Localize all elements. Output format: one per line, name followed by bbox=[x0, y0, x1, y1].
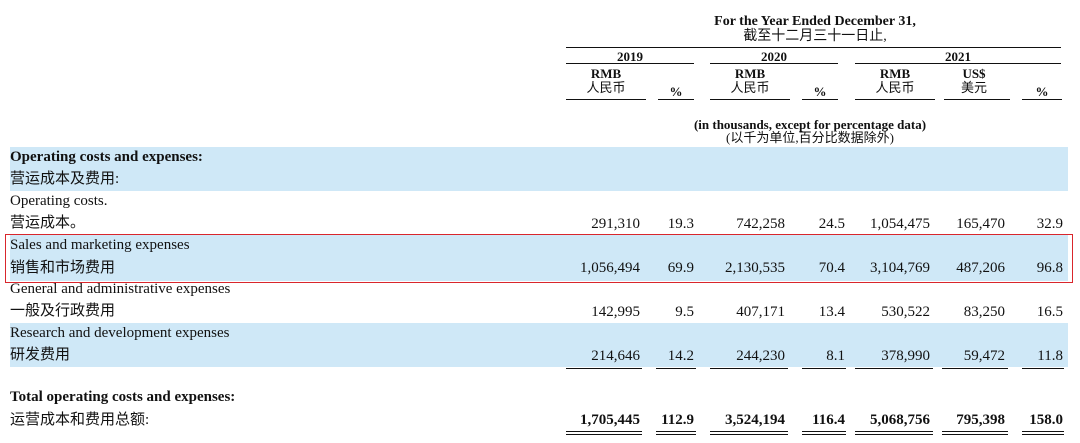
col-rule bbox=[1022, 99, 1062, 100]
col-rule bbox=[566, 99, 646, 100]
cell-rmb-2020: 2,130,535 bbox=[725, 260, 785, 276]
cell-rmb-2021: 1,054,475 bbox=[870, 216, 930, 232]
period-heading-zh: 截至十二月三十一日止, bbox=[743, 29, 887, 44]
cell-pct-2019: 69.9 bbox=[667, 260, 694, 276]
total-usd-2021: 795,398 bbox=[956, 412, 1005, 428]
total-double-rule bbox=[566, 431, 642, 435]
cell-usd-2021: 487,206 bbox=[956, 260, 1005, 276]
cell-rmb-2019: 142,995 bbox=[591, 304, 640, 320]
col-rule bbox=[944, 99, 1010, 100]
cell-pct-2019: 19.3 bbox=[667, 216, 694, 232]
cell-usd-2021: 165,470 bbox=[956, 216, 1005, 232]
cell-rmb-2019: 214,646 bbox=[591, 348, 640, 364]
total-label-zh: 运营成本和费用总额: bbox=[10, 412, 150, 428]
row-label-zh: 研发费用 bbox=[10, 347, 71, 363]
total-pct-2019: 112.9 bbox=[661, 412, 694, 428]
section-heading-zh: 营运成本及费用: bbox=[10, 171, 120, 187]
period-heading: For the Year Ended December 31, bbox=[714, 14, 916, 29]
cell-rmb-2020: 244,230 bbox=[736, 348, 785, 364]
cell-rmb-2021: 530,522 bbox=[881, 304, 930, 320]
cell-pct-2019: 14.2 bbox=[667, 348, 694, 364]
subtotal-rule bbox=[942, 368, 1008, 372]
total-label: Total operating costs and expenses: bbox=[10, 389, 236, 405]
subtotal-rule bbox=[855, 368, 933, 372]
subtotal-rule bbox=[802, 368, 846, 372]
row-label-zh: 营运成本。 bbox=[10, 215, 86, 231]
currency-rmb-2019: RMB 人民币 bbox=[586, 66, 626, 95]
units-note: (in thousands, except for percentage dat… bbox=[693, 117, 927, 145]
header-rule bbox=[566, 47, 1061, 48]
total-rmb-2019: 1,705,445 bbox=[580, 412, 640, 428]
cell-usd-2021: 59,472 bbox=[963, 348, 1005, 364]
year-rule-2019 bbox=[566, 63, 694, 64]
cell-pct-2021: 96.8 bbox=[1036, 260, 1063, 276]
cell-rmb-2020: 742,258 bbox=[736, 216, 785, 232]
cell-pct-2021: 11.8 bbox=[1037, 348, 1063, 364]
cell-rmb-2021: 3,104,769 bbox=[870, 260, 930, 276]
year-2021: 2021 bbox=[945, 49, 971, 64]
total-double-rule bbox=[656, 431, 696, 435]
currency-usd-2021: US$ 美元 bbox=[960, 66, 987, 95]
highlight-box bbox=[5, 234, 1073, 283]
year-rule-2021 bbox=[855, 63, 1061, 64]
row-label-zh: 一般及行政费用 bbox=[10, 303, 116, 319]
total-pct-2020: 116.4 bbox=[812, 412, 845, 428]
row-label: Operating costs. bbox=[10, 193, 108, 209]
percent-2020: % bbox=[813, 84, 827, 99]
subtotal-rule bbox=[710, 368, 788, 372]
total-double-rule bbox=[1022, 431, 1064, 435]
total-double-rule bbox=[802, 431, 846, 435]
percent-2021: % bbox=[1035, 84, 1049, 99]
currency-rmb-2020: RMB 人民币 bbox=[730, 66, 770, 95]
col-rule bbox=[710, 99, 790, 100]
total-rmb-2020: 3,524,194 bbox=[725, 412, 785, 428]
year-2020: 2020 bbox=[761, 49, 787, 64]
col-rule bbox=[802, 99, 838, 100]
total-double-rule bbox=[710, 431, 788, 435]
row-label: Sales and marketing expenses bbox=[10, 237, 190, 253]
cell-rmb-2019: 291,310 bbox=[591, 216, 640, 232]
percent-2019: % bbox=[669, 84, 683, 99]
cell-usd-2021: 83,250 bbox=[963, 304, 1005, 320]
cell-rmb-2020: 407,171 bbox=[736, 304, 785, 320]
row-band-sales-marketing bbox=[10, 235, 1068, 281]
cell-pct-2021: 16.5 bbox=[1036, 304, 1063, 320]
subtotal-rule bbox=[1022, 368, 1064, 372]
col-rule bbox=[658, 99, 694, 100]
section-heading: Operating costs and expenses: bbox=[10, 149, 203, 165]
subtotal-rule bbox=[566, 368, 642, 372]
cell-pct-2020: 24.5 bbox=[818, 216, 845, 232]
year-2019: 2019 bbox=[617, 49, 643, 64]
year-rule-2020 bbox=[710, 63, 838, 64]
cell-pct-2020: 13.4 bbox=[818, 304, 845, 320]
cell-pct-2019: 9.5 bbox=[675, 304, 694, 320]
row-band-operating-costs-header bbox=[10, 147, 1068, 191]
row-label-zh: 销售和市场费用 bbox=[10, 260, 116, 276]
row-band-research-development bbox=[10, 323, 1068, 367]
cell-pct-2020: 70.4 bbox=[818, 260, 845, 276]
total-rmb-2021: 5,068,756 bbox=[870, 412, 930, 428]
cell-rmb-2019: 1,056,494 bbox=[580, 260, 640, 276]
total-double-rule bbox=[855, 431, 933, 435]
row-label: General and administrative expenses bbox=[10, 281, 231, 297]
total-pct-2021: 158.0 bbox=[1029, 412, 1063, 428]
cell-pct-2020: 8.1 bbox=[826, 348, 845, 364]
cell-rmb-2021: 378,990 bbox=[881, 348, 930, 364]
subtotal-rule bbox=[656, 368, 696, 372]
row-label: Research and development expenses bbox=[10, 325, 230, 341]
currency-rmb-2021: RMB 人民币 bbox=[875, 66, 915, 95]
col-rule bbox=[855, 99, 935, 100]
total-double-rule bbox=[942, 431, 1008, 435]
cell-pct-2021: 32.9 bbox=[1036, 216, 1063, 232]
